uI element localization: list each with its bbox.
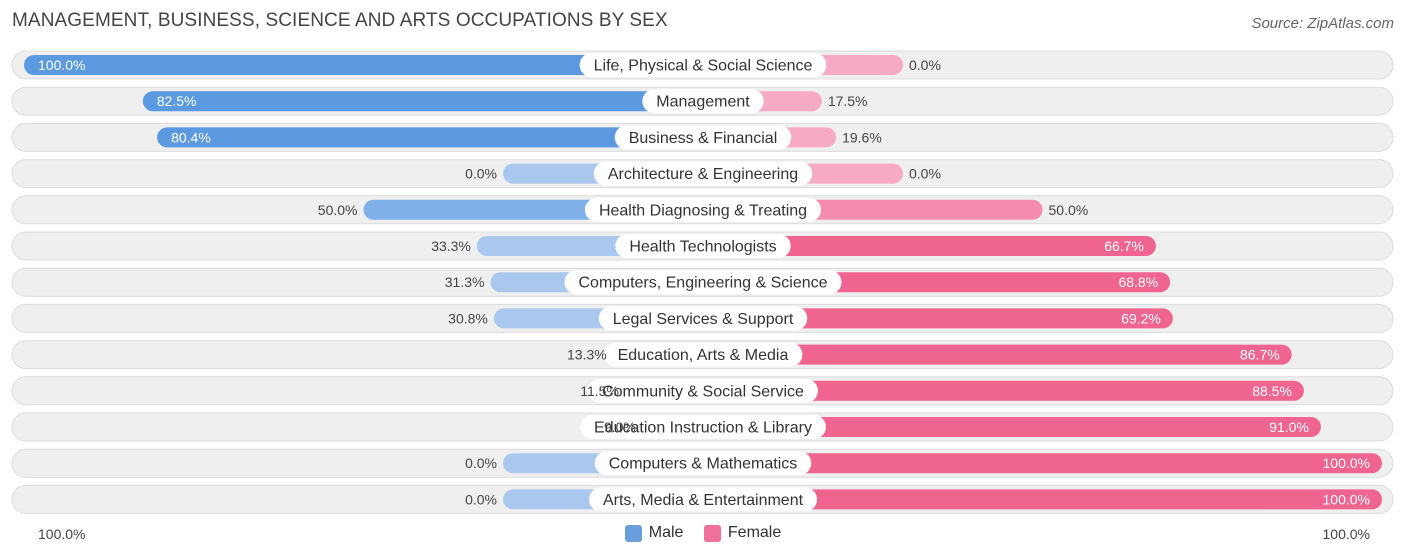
value-label-female: 100.0%	[1323, 455, 1370, 471]
value-label-female: 88.5%	[1252, 383, 1292, 399]
source-label: Source: ZipAtlas.com	[1251, 15, 1394, 32]
legend-item-male: Male	[624, 524, 684, 542]
category-pill	[588, 378, 818, 403]
category-label: Management	[656, 94, 750, 111]
value-label-male: 31.3%	[445, 274, 485, 290]
category-label: Arts, Media & Entertainment	[603, 492, 804, 509]
bar-female	[703, 236, 1156, 256]
value-label-female: 50.0%	[1049, 202, 1089, 218]
value-label-male: 11.5%	[580, 383, 619, 399]
category-label: Business & Financial	[629, 130, 778, 147]
value-label-female: 66.7%	[1104, 238, 1144, 254]
category-pill	[594, 451, 812, 476]
value-label-female: 17.5%	[828, 93, 868, 109]
value-label-female: 19.6%	[842, 129, 882, 145]
category-pill	[642, 89, 764, 114]
category-label: Health Diagnosing & Treating	[599, 202, 807, 219]
bar-female	[703, 380, 1304, 401]
value-label-female: 100.0%	[1323, 491, 1370, 507]
category-label: Computers, Engineering & Science	[578, 275, 827, 292]
value-label-male: 9.0%	[604, 419, 636, 435]
category-label: Legal Services & Support	[613, 311, 794, 328]
value-label-female: 68.8%	[1118, 274, 1158, 290]
value-label-female: 0.0%	[909, 166, 941, 182]
value-label-female: 69.2%	[1121, 310, 1161, 326]
category-label: Architecture & Engineering	[608, 166, 798, 183]
category-label: Life, Physical & Social Science	[594, 58, 813, 75]
value-label-male: 100.0%	[38, 57, 85, 73]
category-pill	[580, 415, 826, 439]
bar-male	[142, 91, 703, 112]
legend-item-female: Female	[703, 524, 782, 542]
category-label: Computers & Mathematics	[609, 456, 798, 473]
category-label: Education Instruction & Library	[594, 420, 812, 437]
category-pill	[615, 234, 791, 258]
chart-title: MANAGEMENT, BUSINESS, SCIENCE AND ARTS O…	[12, 10, 668, 31]
bar-male	[24, 55, 703, 75]
axis-left-label: 100.0%	[38, 526, 86, 542]
category-pill	[593, 161, 813, 186]
legend-swatch-male	[624, 524, 642, 542]
value-label-male: 30.8%	[448, 310, 488, 326]
category-label: Community & Social Service	[602, 383, 804, 400]
value-label-female: 0.0%	[909, 57, 941, 73]
value-label-male: 82.5%	[157, 93, 197, 109]
bar-female	[703, 308, 1173, 329]
value-label-male: 33.3%	[431, 238, 471, 254]
legend-label-female: Female	[727, 524, 782, 541]
legend-swatch-female	[703, 524, 721, 542]
category-pill	[579, 53, 827, 77]
bar-female	[703, 417, 1321, 437]
chart-area: Life, Physical & Social Science 100.0% 0.0…	[11, 50, 1394, 514]
value-label-male: 80.4%	[171, 129, 211, 145]
category-label: Health Technologists	[629, 239, 776, 256]
category-pill	[603, 342, 803, 367]
value-label-female: 86.7%	[1240, 347, 1280, 363]
category-pill	[588, 487, 818, 512]
category-pill	[584, 197, 822, 222]
bar-female	[703, 489, 1382, 510]
category-pill	[614, 125, 792, 150]
value-label-male: 0.0%	[465, 455, 497, 471]
bar-female	[703, 344, 1292, 365]
category-label: Education, Arts & Media	[618, 347, 789, 364]
bar-male	[157, 127, 704, 148]
category-pill	[598, 306, 808, 331]
value-label-male: 0.0%	[465, 166, 497, 182]
legend: Male Female	[0, 524, 1406, 547]
axis-right-label: 100.0%	[1322, 526, 1370, 542]
value-label-male: 50.0%	[318, 202, 358, 218]
category-pill	[564, 270, 842, 295]
legend-label-male: Male	[648, 524, 684, 541]
bar-female	[703, 453, 1382, 474]
value-label-male: 13.3%	[567, 347, 607, 363]
value-label-male: 0.0%	[465, 491, 497, 507]
value-label-female: 91.0%	[1269, 419, 1309, 435]
